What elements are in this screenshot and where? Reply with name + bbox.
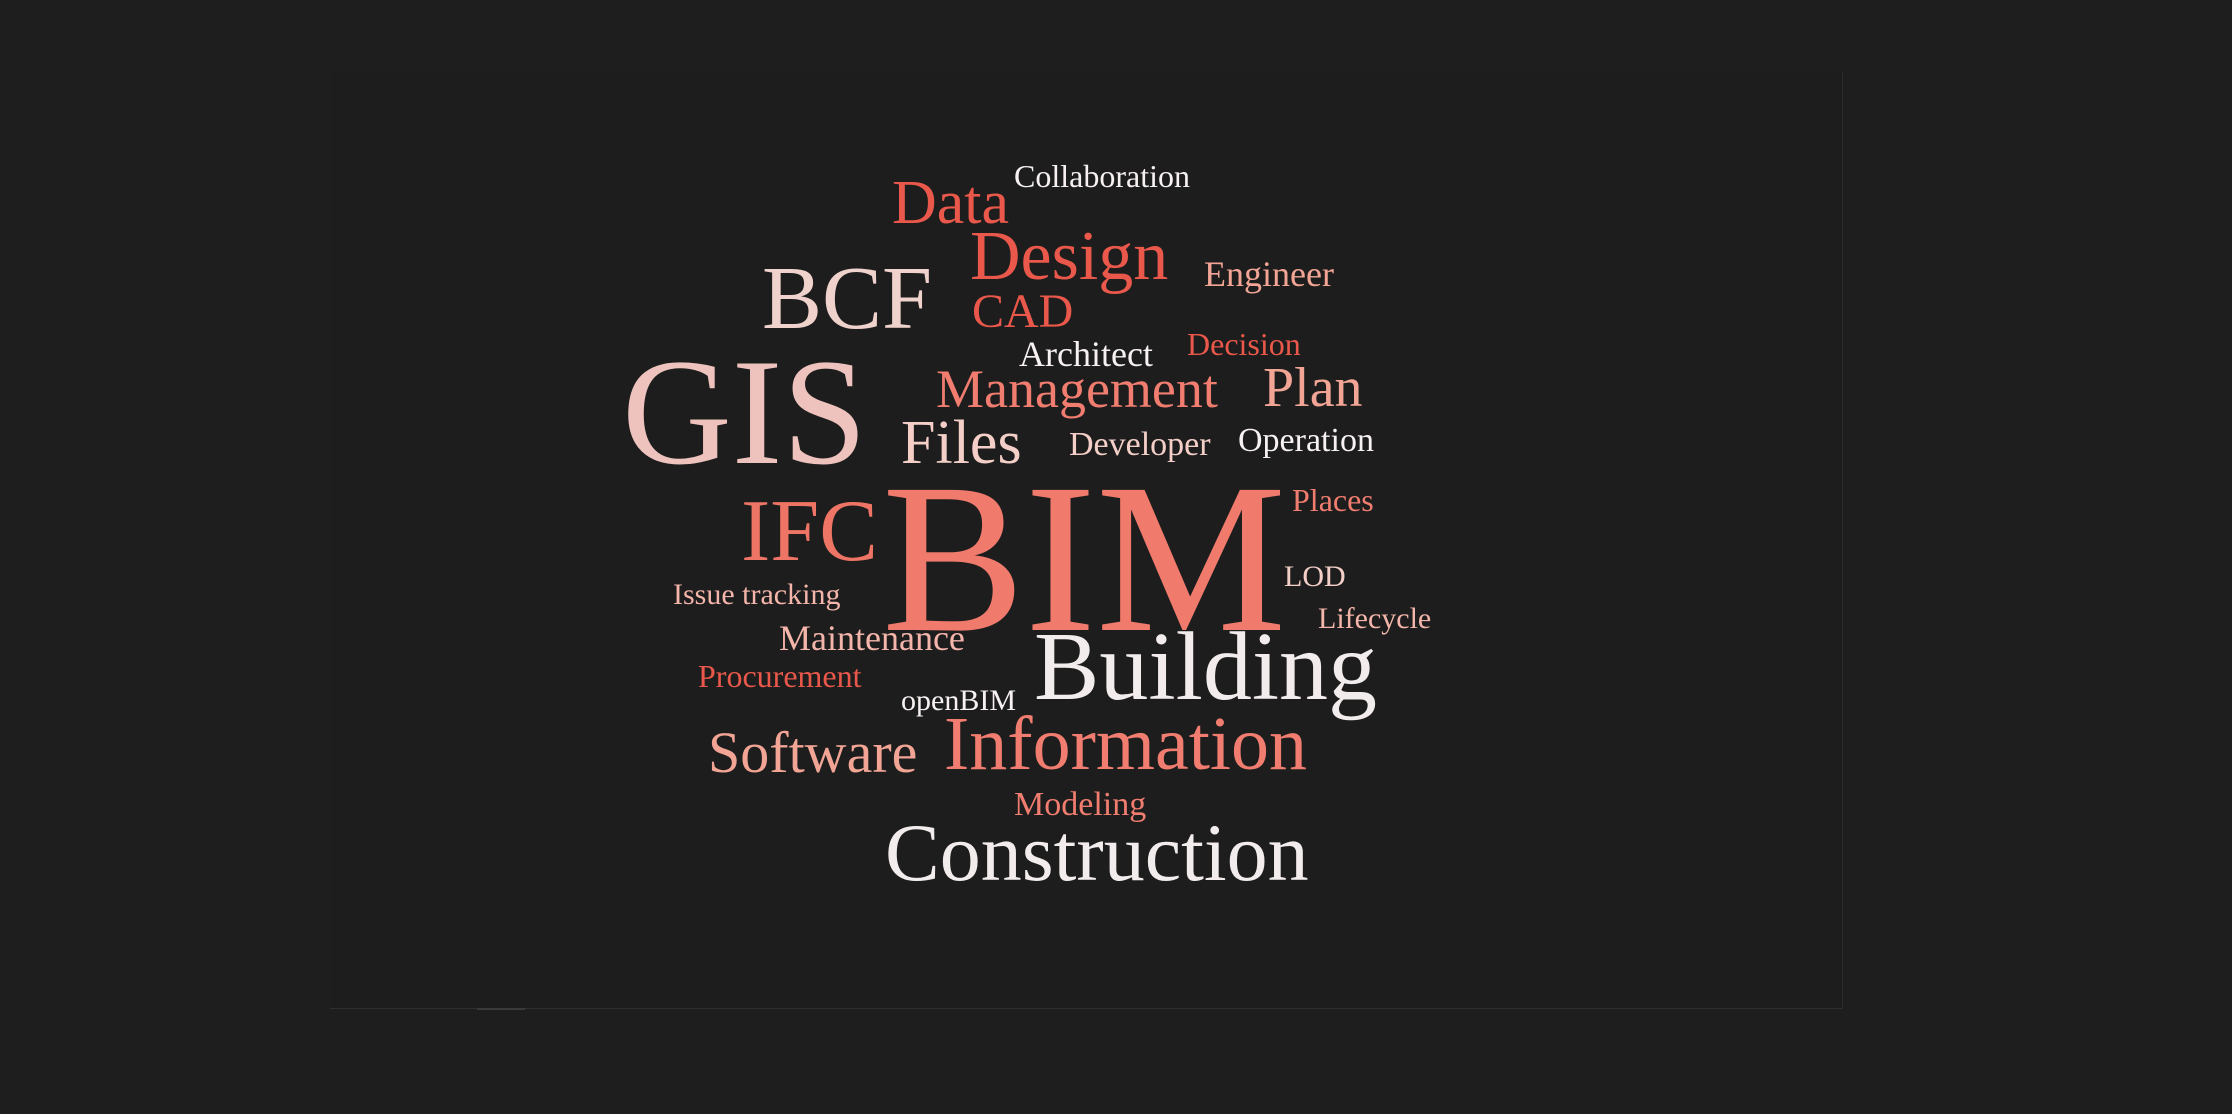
word-procurement: Procurement <box>698 658 862 694</box>
word-collaboration: Collaboration <box>1014 158 1190 194</box>
word-design: Design <box>970 218 1169 295</box>
word-maintenance: Maintenance <box>779 618 965 658</box>
word-plan: Plan <box>1263 357 1363 419</box>
word-operation: Operation <box>1238 422 1374 459</box>
word-lod: LOD <box>1284 560 1346 593</box>
word-engineer: Engineer <box>1204 254 1334 294</box>
panel-tab-marker <box>477 1008 525 1010</box>
word-gis: GIS <box>622 328 867 496</box>
word-cad: CAD <box>972 285 1074 338</box>
word-bim: BIM <box>882 440 1287 677</box>
word-architect: Architect <box>1019 334 1153 374</box>
word-data: Data <box>892 169 1010 237</box>
word-issue-tracking: Issue tracking <box>673 578 841 611</box>
word-files: Files <box>901 409 1022 477</box>
word-information: Information <box>944 702 1308 786</box>
word-bcf: BCF <box>762 249 933 348</box>
word-software: Software <box>708 720 918 785</box>
word-places: Places <box>1292 482 1374 518</box>
word-lifecycle: Lifecycle <box>1318 602 1432 635</box>
word-cloud-panel <box>330 72 1843 1009</box>
word-construction: Construction <box>885 807 1309 898</box>
word-decision: Decision <box>1187 326 1301 362</box>
word-developer: Developer <box>1069 426 1211 463</box>
word-ifc: IFC <box>741 483 878 580</box>
word-management: Management <box>936 359 1218 419</box>
word-openbim: openBIM <box>901 684 1016 717</box>
word-modeling: Modeling <box>1014 786 1147 823</box>
word-building: Building <box>1034 613 1378 721</box>
